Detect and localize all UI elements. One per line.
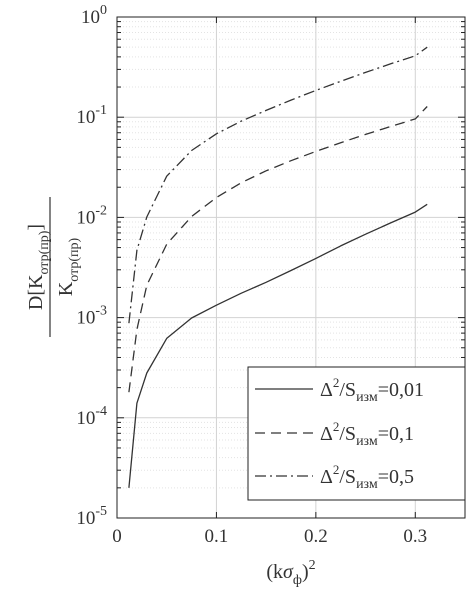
- tick-label-x: 0.3: [403, 526, 427, 547]
- series-lines: [128, 46, 428, 488]
- legend-entry: Δ2/Sизм=0,5: [255, 462, 414, 492]
- tick-label-x: 0.1: [205, 526, 229, 547]
- tick-label-y: 10-2: [76, 203, 107, 228]
- axis-ticks: 0 0.1 0.2 0.3 10-5 10-4 10-3 10-2 10-1 100: [76, 3, 465, 547]
- tick-label-x: 0: [112, 526, 122, 547]
- tick-label-y: 100: [81, 3, 107, 28]
- legend-label: Δ2/Sизм=0,1: [320, 419, 414, 449]
- grid: [117, 17, 465, 519]
- plot-area-frame: [116, 16, 466, 519]
- tick-label-x: 0.2: [304, 526, 328, 547]
- legend: Δ2/Sизм=0,01 Δ2/Sизм=0,1 Δ2/Sизм=0,5: [247, 366, 466, 501]
- legend-label: Δ2/Sизм=0,01: [320, 375, 424, 405]
- legend-label: Δ2/Sизм=0,5: [320, 462, 414, 492]
- tick-label-y: 10-4: [76, 404, 107, 429]
- series-line-dashdot: [128, 46, 428, 324]
- tick-label-y: 10-5: [76, 504, 107, 529]
- legend-entry: Δ2/Sизм=0,01: [255, 375, 424, 405]
- tick-label-y: 10-3: [76, 304, 107, 329]
- legend-entry: Δ2/Sизм=0,1: [255, 419, 414, 449]
- y-label-denominator: Kотр(пр): [55, 237, 82, 296]
- y-axis-label: D[Kотр(пр)] Kотр(пр): [25, 197, 82, 337]
- series-line-dashed: [128, 106, 428, 393]
- x-axis-label: (kσф)2: [266, 558, 315, 588]
- tick-label-y: 10-1: [76, 103, 107, 128]
- series-line-solid: [128, 203, 428, 488]
- y-label-numerator: D[Kотр(пр)]: [25, 224, 52, 310]
